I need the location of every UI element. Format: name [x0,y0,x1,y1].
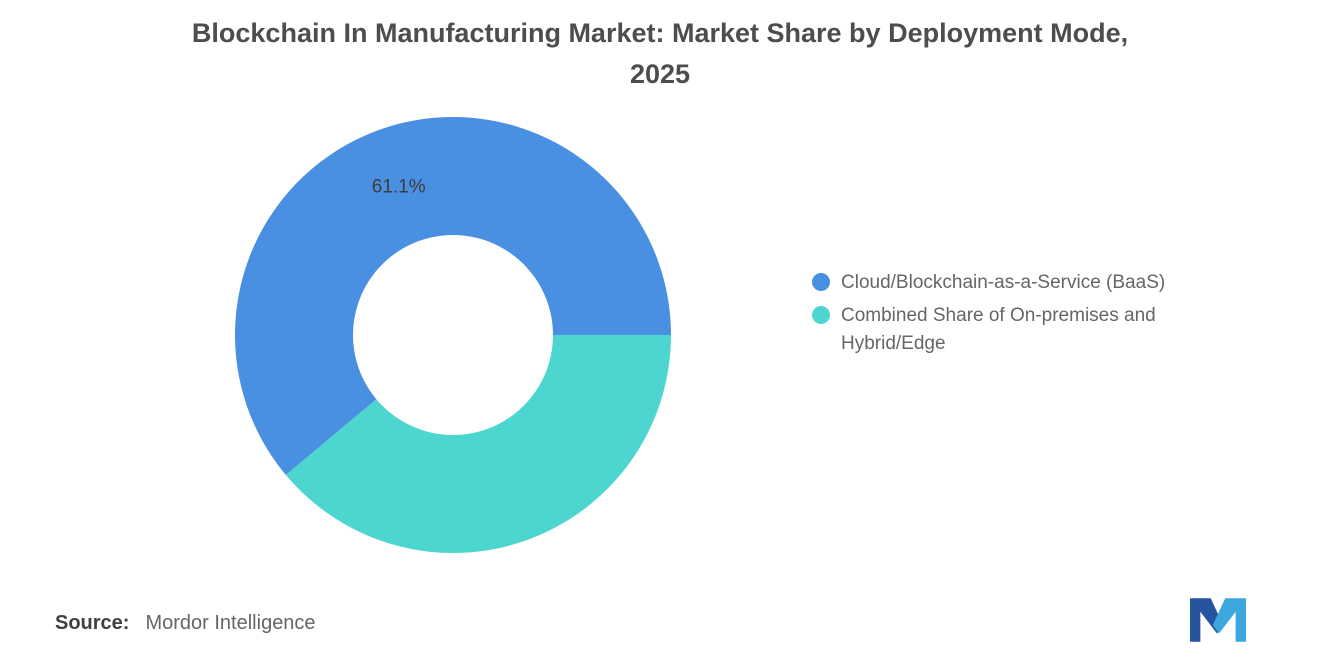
chart-title-line-1: Blockchain In Manufacturing Market: Mark… [191,18,1129,48]
legend-item-cloud-baas[interactable]: Cloud/Blockchain-as-a-Service (BaaS) [812,269,1226,297]
chart-title-line-2: 2025 [629,59,691,89]
donut-chart: 61.1% [234,117,671,554]
legend-marker-blue-dot [812,273,830,291]
legend-marker-teal-dot [812,306,830,324]
legend-label-onprem-hybrid: Combined Share of On-premises and Hybrid… [841,305,1156,354]
legend: Cloud/Blockchain-as-a-Service (BaaS) Com… [812,269,1226,358]
source-label: Source: [55,612,130,634]
slice-data-label: 61.1% [372,176,426,197]
logo-left-shape [1190,598,1224,642]
chart-title: Blockchain In Manufacturing Market: Mark… [0,13,1320,95]
source-value: Mordor Intelligence [145,612,316,634]
donut-slice-1[interactable] [234,117,671,476]
mordor-intelligence-logo [1190,598,1246,642]
legend-label-cloud-baas: Cloud/Blockchain-as-a-Service (BaaS) [841,272,1166,293]
donut-slice-2[interactable] [285,335,671,554]
legend-item-onprem-hybrid[interactable]: Combined Share of On-premises and Hybrid… [812,302,1226,358]
source-line: Source: Mordor Intelligence [55,612,316,635]
logo-right-shape [1212,598,1246,642]
